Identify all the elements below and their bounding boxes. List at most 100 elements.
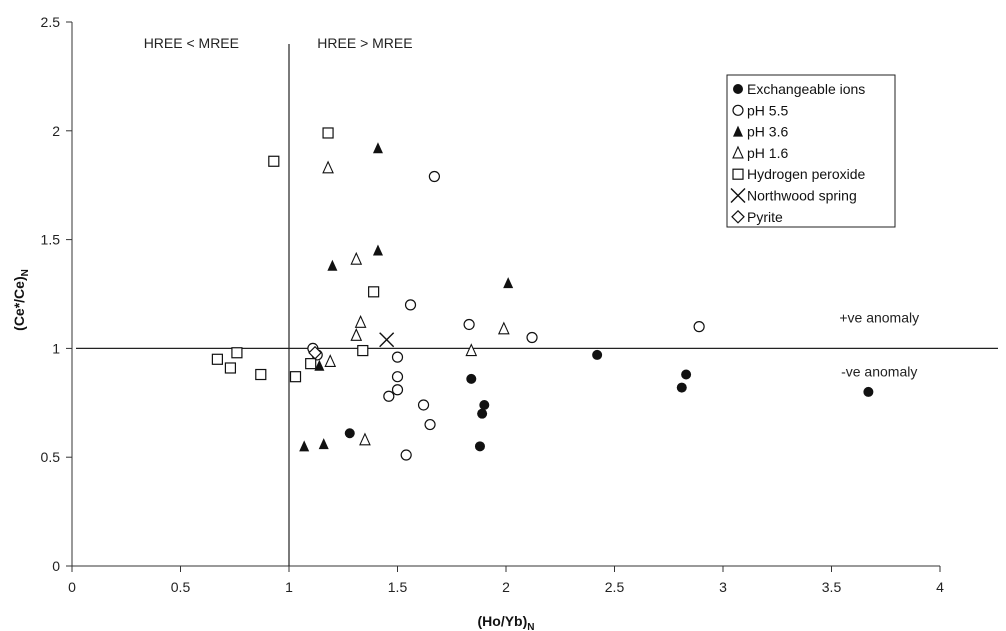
data-point — [592, 349, 603, 360]
legend-label: pH 1.6 — [747, 145, 788, 161]
legend-marker — [733, 84, 743, 94]
series-group — [379, 332, 395, 348]
annotation-label: HREE > MREE — [317, 35, 412, 51]
data-point — [324, 354, 337, 368]
data-point — [289, 371, 302, 383]
data-point — [357, 344, 369, 357]
annotation-label: HREE < MREE — [144, 35, 239, 51]
x-tick-label: 3.5 — [822, 579, 842, 595]
legend-label: Pyrite — [747, 209, 783, 225]
data-point — [314, 359, 325, 371]
y-tick-label: 2.5 — [41, 14, 61, 30]
legend-marker — [732, 168, 744, 180]
series-group — [308, 345, 322, 360]
x-axis-title-sub: N — [527, 622, 534, 631]
legend-marker — [733, 125, 743, 137]
data-point — [372, 244, 383, 256]
y-tick-label: 2 — [52, 123, 60, 139]
data-point — [503, 277, 514, 289]
x-axis-ticks: 0 0.5 1 1.5 2 2.5 3 3.5 4 — [68, 566, 944, 595]
series-group — [322, 160, 510, 446]
data-point — [693, 321, 705, 333]
data-point — [359, 432, 371, 446]
y-tick-label: 0.5 — [41, 449, 61, 465]
data-point — [350, 251, 363, 265]
data-point — [322, 127, 334, 139]
y-tick-label: 1.5 — [41, 232, 61, 248]
data-point — [305, 358, 317, 370]
data-point — [368, 286, 380, 298]
data-points — [211, 127, 874, 461]
annotations: HREE < MREE HREE > MREE +ve anomaly -ve ano… — [144, 35, 919, 380]
y-axis-ticks: 0 0.5 1 1.5 2 2.5 — [41, 14, 72, 574]
legend-box — [726, 74, 896, 228]
data-point — [463, 318, 475, 331]
x-tick-label: 4 — [936, 579, 944, 595]
legend-marker — [732, 145, 744, 159]
data-point — [350, 328, 363, 341]
data-point — [863, 386, 874, 397]
y-tick-label: 1 — [52, 340, 60, 356]
legend-marker — [732, 104, 744, 116]
annotation-label: -ve anomaly — [841, 364, 917, 380]
x-tick-label: 0.5 — [171, 579, 191, 595]
data-point — [428, 170, 440, 183]
data-point — [231, 347, 243, 359]
data-point — [379, 332, 395, 348]
x-tick-label: 2.5 — [605, 579, 625, 595]
data-point — [224, 362, 237, 374]
x-tick-label: 0 — [68, 579, 76, 595]
legend-label: Northwood spring — [747, 188, 857, 204]
data-point — [255, 368, 267, 381]
data-point — [344, 428, 355, 439]
y-axis-title-sub: N — [20, 269, 31, 276]
legend: Exchangeable ions pH 5.5 pH 3.6 pH 1.6 Hydro… — [726, 74, 896, 228]
legend-label: pH 3.6 — [747, 124, 788, 140]
data-point — [372, 142, 383, 154]
y-axis-title: (Ce*/Ce)N — [11, 269, 31, 331]
data-point — [211, 353, 223, 365]
data-point — [299, 440, 310, 452]
series-group — [344, 349, 874, 452]
x-tick-label: 3 — [719, 579, 727, 595]
data-point — [474, 441, 485, 452]
data-point — [354, 314, 367, 328]
x-tick-label: 1 — [285, 579, 293, 595]
data-point — [268, 155, 280, 167]
legend-label: Hydrogen peroxide — [747, 166, 866, 182]
data-point — [497, 321, 510, 335]
annotation-label: +ve anomaly — [839, 309, 919, 325]
data-point — [318, 438, 329, 450]
series-group — [299, 142, 514, 452]
plot-area — [71, 22, 998, 567]
data-point — [391, 371, 404, 383]
legend-label: pH 5.5 — [747, 102, 788, 118]
data-point — [322, 160, 334, 174]
x-tick-label: 2 — [502, 579, 510, 595]
data-point — [383, 390, 395, 402]
data-point — [400, 449, 412, 461]
x-axis-title: (Ho/Yb)N — [478, 613, 535, 631]
data-point — [308, 345, 322, 360]
data-point — [676, 382, 687, 393]
series-group — [211, 127, 380, 383]
data-point — [404, 299, 417, 311]
data-point — [424, 418, 436, 431]
data-point — [681, 369, 692, 380]
data-point — [526, 331, 538, 344]
legend-items: Exchangeable ions pH 5.5 pH 3.6 pH 1.6 Hydro… — [730, 81, 866, 225]
x-tick-label: 1.5 — [388, 579, 408, 595]
data-point — [327, 259, 338, 271]
legend-label: Exchangeable ions — [747, 81, 865, 97]
data-point — [465, 343, 478, 357]
legend-marker — [731, 209, 745, 224]
data-point — [466, 373, 477, 384]
data-point — [391, 384, 404, 396]
data-point — [479, 399, 490, 410]
data-point — [477, 408, 488, 419]
legend-marker — [730, 188, 746, 203]
data-point — [417, 399, 430, 411]
y-tick-label: 0 — [52, 558, 60, 574]
series-group — [307, 170, 705, 461]
